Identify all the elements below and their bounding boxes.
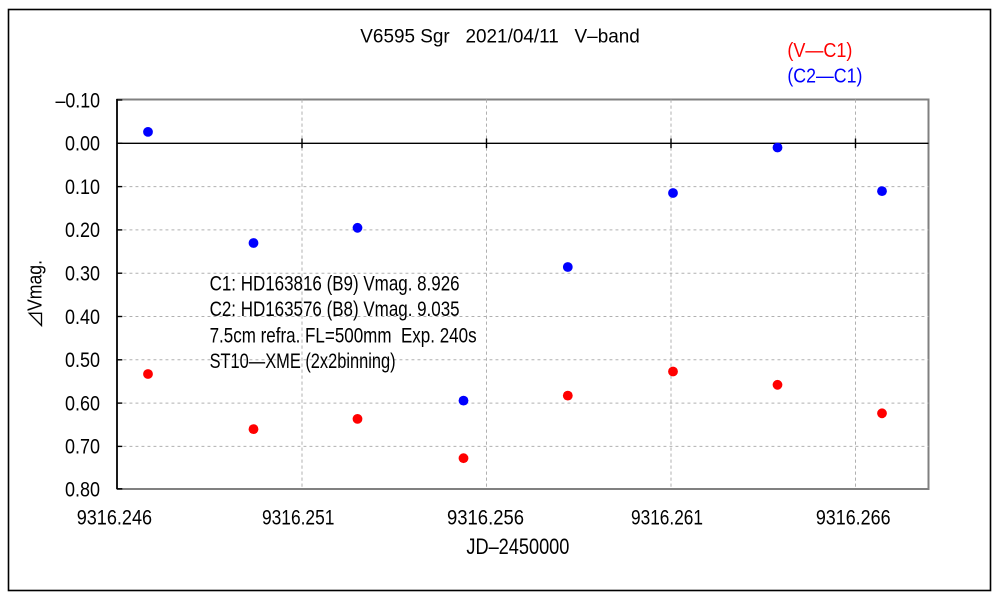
svg-text:9316.256: 9316.256 bbox=[447, 506, 524, 529]
svg-text:9316.246: 9316.246 bbox=[77, 506, 152, 529]
svg-text:(V—C1): (V—C1) bbox=[787, 40, 852, 62]
svg-text:–0.10: –0.10 bbox=[56, 89, 101, 112]
svg-text:V6595 Sgr 2021/04/11 V–ban: V6595 Sgr 2021/04/11 V–band bbox=[360, 27, 640, 48]
svg-text:0.20: 0.20 bbox=[65, 219, 100, 242]
svg-text:C1: HD163816 (B9) Vmag. 8.926: C1: HD163816 (B9) Vmag. 8.926 bbox=[210, 273, 460, 296]
svg-text:0.70: 0.70 bbox=[65, 436, 100, 459]
svg-text:0.40: 0.40 bbox=[65, 306, 100, 329]
svg-text:7.5cm refra. FL=500mm Exp. 24: 7.5cm refra. FL=500mm Exp. 240s bbox=[210, 325, 477, 348]
svg-text:9316.251: 9316.251 bbox=[262, 506, 335, 529]
svg-text:0.30: 0.30 bbox=[65, 263, 100, 286]
svg-text:9316.266: 9316.266 bbox=[816, 506, 891, 529]
svg-text:ST10—XME (2x2binning): ST10—XME (2x2binning) bbox=[210, 350, 396, 373]
svg-text:0.00: 0.00 bbox=[65, 133, 100, 156]
svg-text:JD–2450000: JD–2450000 bbox=[466, 534, 569, 559]
svg-text:C2: HD163576 (B8) Vmag. 9.035: C2: HD163576 (B8) Vmag. 9.035 bbox=[210, 298, 460, 321]
svg-text:9316.261: 9316.261 bbox=[631, 506, 703, 529]
svg-text:(C2—C1): (C2—C1) bbox=[787, 66, 862, 88]
svg-text:0.10: 0.10 bbox=[65, 176, 100, 199]
svg-text:0.80: 0.80 bbox=[65, 478, 100, 501]
svg-text:0.50: 0.50 bbox=[65, 349, 100, 372]
svg-text:Vmag.: Vmag. bbox=[25, 260, 47, 311]
svg-text:0.60: 0.60 bbox=[65, 392, 100, 415]
